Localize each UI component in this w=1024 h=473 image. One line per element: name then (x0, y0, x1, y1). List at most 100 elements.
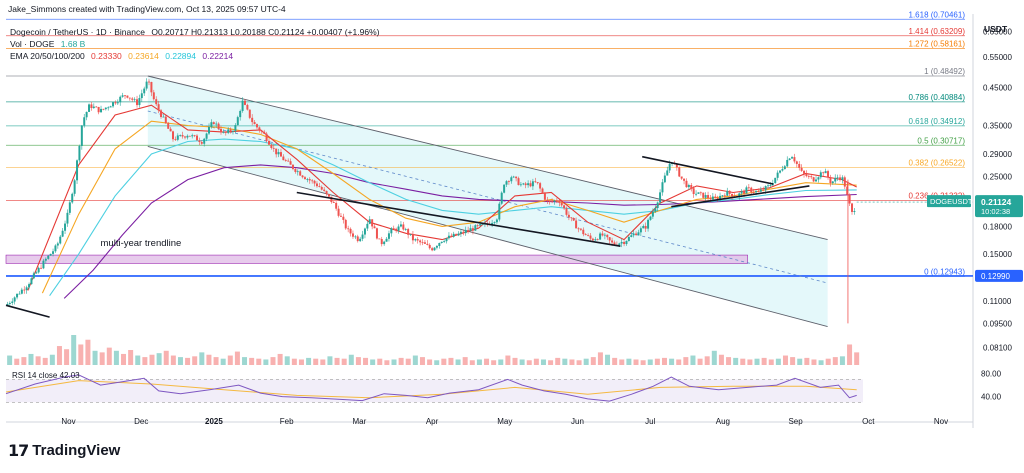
candle-body (462, 231, 465, 234)
candle-body (558, 201, 561, 203)
candles (6, 78, 856, 306)
brand[interactable]: 17 TradingView (8, 441, 120, 460)
candle-body (253, 122, 256, 125)
candle-body (695, 193, 698, 195)
volume-bar (647, 359, 653, 365)
candle-body (687, 185, 690, 188)
volume-bar (804, 357, 810, 365)
candle-body (229, 129, 232, 132)
volume-bar (206, 354, 212, 365)
volume-bar (462, 357, 468, 365)
candle-body (507, 181, 510, 182)
volume-bar (512, 357, 518, 365)
candle-body (56, 243, 59, 246)
candle-body (493, 222, 496, 224)
volume-label[interactable]: Vol · DOGE (10, 39, 55, 49)
volume-bar (56, 346, 62, 365)
candle-body (215, 123, 218, 125)
ema-label[interactable]: EMA 20/50/100/200 (10, 51, 85, 61)
candle-body (246, 104, 249, 110)
candle-body (299, 171, 302, 176)
symbol-title[interactable]: Dogecoin / TetherUS · 1D · Binance (10, 27, 145, 37)
price-tick-0.29000: 0.29000 (983, 150, 1012, 159)
descending-channel-fill (147, 76, 828, 327)
candle-body (224, 131, 227, 133)
candle-body (579, 228, 582, 230)
candle-body (423, 242, 426, 244)
candle-body (637, 232, 640, 236)
candle-body (659, 192, 662, 203)
candle-body (359, 238, 362, 242)
candle-body (267, 140, 270, 145)
candle-body (543, 193, 546, 200)
candle-body (512, 176, 515, 178)
volume-bar (590, 357, 596, 365)
volume-bar (256, 358, 262, 365)
price-tick-0.65000: 0.65000 (983, 28, 1012, 37)
volume-bar (21, 357, 27, 365)
candle-body (851, 203, 854, 212)
candle-body (793, 157, 796, 162)
candle-body (421, 242, 424, 244)
fib-label-1.618: 1.618 (0.70461) (909, 10, 966, 19)
candle-body (291, 164, 294, 169)
time-tick-2025: 2025 (205, 417, 223, 426)
price-tick-0.45000: 0.45000 (983, 83, 1012, 92)
trendline-3 (671, 185, 810, 208)
volume-bar (498, 359, 504, 365)
volume-bar (121, 353, 127, 365)
candle-body (160, 110, 163, 117)
volume-bar (768, 359, 774, 365)
candle-body (635, 233, 638, 236)
candle-body (639, 228, 642, 233)
candle-body (167, 123, 170, 129)
candle-body (481, 224, 484, 225)
candle-body (668, 164, 671, 171)
candle-body (404, 229, 407, 230)
volume-bar (526, 360, 532, 365)
candle-body (443, 241, 446, 242)
candle-body (402, 224, 405, 230)
volume-bar (113, 350, 119, 365)
candle-body (517, 178, 520, 186)
candle-body (289, 161, 292, 165)
fib-label-1.272: 1.272 (0.58161) (909, 39, 966, 48)
candle-body (196, 135, 199, 141)
volume-bar (28, 353, 34, 365)
volume-bar (669, 358, 675, 365)
volume-bar (348, 354, 354, 365)
time-tick-oct: Oct (862, 417, 875, 426)
volume-bar (476, 359, 482, 365)
candle-body (632, 233, 635, 236)
candle-body (714, 196, 717, 198)
volume-bar (249, 357, 255, 365)
candle-body (685, 180, 688, 188)
candle-body (265, 133, 268, 141)
candle-body (829, 177, 832, 184)
candle-body (819, 172, 822, 178)
candle-body (169, 128, 172, 132)
candle-body (363, 228, 366, 235)
candle-body (270, 144, 273, 148)
tradingview-logo-icon: 17 (8, 441, 29, 460)
candle-body (193, 135, 196, 137)
price-tick-0.35000: 0.35000 (983, 121, 1012, 130)
candle-body (534, 181, 537, 183)
volume-bar (291, 358, 297, 365)
volume-bar (718, 354, 724, 365)
candle-body (373, 226, 376, 229)
candle-body (709, 198, 712, 200)
trendline-4 (642, 155, 774, 185)
candle-body (42, 260, 45, 269)
candle-body (805, 173, 808, 177)
time-tick-mar: Mar (352, 417, 366, 426)
candle-body (438, 242, 441, 246)
candle-body (152, 92, 155, 100)
volume-bar (92, 350, 98, 365)
ema200-value: 0.22214 (202, 51, 234, 61)
volume-bar (469, 360, 475, 365)
candle-body (577, 228, 580, 230)
candle-body (40, 267, 43, 269)
ema100-value: 0.22894 (165, 51, 196, 61)
